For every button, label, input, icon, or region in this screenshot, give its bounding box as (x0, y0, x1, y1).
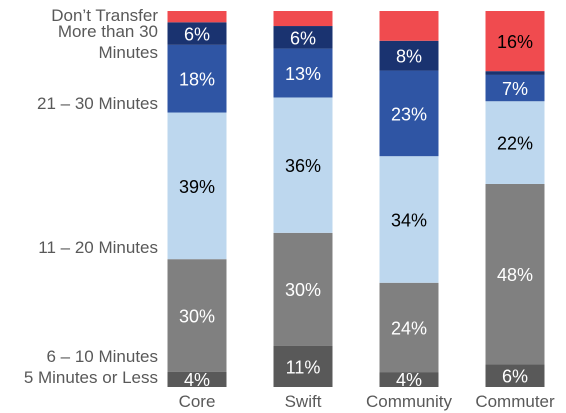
bar-segment-community-11-20-minutes (379, 156, 439, 283)
bar-segment-core-11-20-minutes (167, 112, 227, 260)
bar-segment-commuter-11-20-minutes (485, 101, 545, 184)
category-labels: Core Swift Community Commuter (179, 392, 555, 411)
bar-segment-community-5-minutes-or-less (379, 372, 439, 387)
bar-segment-commuter-5-minutes-or-less (485, 364, 545, 387)
data-label-core-5-minutes-or-less: 4% (184, 370, 210, 390)
bar-segment-core-more-than-30-minutes (167, 22, 227, 45)
bar-segment-swift-11-20-minutes (273, 97, 333, 233)
bar-segment-community-don-t-transfer (379, 11, 439, 41)
bar-segment-commuter-don-t-transfer (485, 11, 545, 72)
data-label-commuter-don-t-transfer: 16% (497, 32, 533, 52)
bar-segment-core-21-30-minutes (167, 44, 227, 113)
bar-segment-swift-21-30-minutes (273, 48, 333, 98)
bar-segment-commuter-21-30-minutes (485, 74, 545, 102)
bar-segment-swift-more-than-30-minutes (273, 26, 333, 49)
data-label-swift-5-minutes-or-less: 11% (286, 357, 321, 377)
data-label-core-6-10-minutes: 30% (179, 307, 215, 327)
bar-segment-commuter-6-10-minutes (485, 183, 545, 365)
bar-segment-community-more-than-30-minutes (379, 40, 439, 71)
legend-label-6-10-minutes: 6 – 10 Minutes (46, 347, 158, 366)
legend-label-11-20-minutes: 11 – 20 Minutes (38, 238, 158, 257)
data-label-community-6-10-minutes: 24% (391, 318, 427, 338)
data-label-core-more-than-30-minutes: 6% (184, 25, 210, 45)
data-label-swift-21-30-minutes: 13% (285, 64, 321, 84)
legend-label-don-t-transfer: Don’t Transfer (51, 6, 158, 25)
bar-segment-swift-6-10-minutes (273, 232, 333, 346)
data-label-commuter-6-10-minutes: 48% (497, 265, 533, 285)
data-label-core-21-30-minutes: 18% (179, 70, 215, 90)
data-label-swift-more-than-30-minutes: 6% (290, 28, 316, 48)
data-label-commuter-21-30-minutes: 7% (502, 79, 528, 99)
data-label-community-11-20-minutes: 34% (391, 210, 427, 230)
category-label-core: Core (179, 392, 216, 411)
bar-segment-core-6-10-minutes (167, 259, 227, 372)
bar-segment-swift-5-minutes-or-less (273, 345, 333, 387)
data-label-commuter-5-minutes-or-less: 6% (502, 367, 528, 387)
bar-segment-swift-don-t-transfer (273, 11, 333, 27)
legend-label-21-30-minutes: 21 – 30 Minutes (37, 94, 158, 113)
data-label-swift-6-10-minutes: 30% (285, 280, 321, 300)
data-label-community-21-30-minutes: 23% (391, 104, 427, 124)
bar-segment-community-21-30-minutes (379, 70, 439, 157)
legend-label-5-minutes-or-less: 5 Minutes or Less (24, 368, 158, 387)
bar-segment-commuter-more-than-30-minutes (485, 71, 545, 75)
category-label-commuter: Commuter (475, 392, 555, 411)
data-label-community-5-minutes-or-less: 4% (396, 370, 422, 390)
data-label-community-more-than-30-minutes: 8% (396, 47, 422, 67)
category-label-community: Community (366, 392, 452, 411)
bar-segment-core-don-t-transfer (167, 11, 227, 23)
data-label-core-11-20-minutes: 39% (179, 177, 215, 197)
data-label-commuter-11-20-minutes: 22% (497, 134, 533, 154)
bars-group: 4% 30% 39% 18% 6% 11% 30% 36% 13% 6% 4% 24% 34% 23% 8%… (167, 11, 545, 390)
bar-segment-community-6-10-minutes (379, 282, 439, 373)
bar-segment-core-5-minutes-or-less (167, 371, 227, 387)
legend-label-more-than-30-minutes: More than 30 Minutes (58, 22, 158, 62)
category-label-swift: Swift (285, 392, 322, 411)
data-label-swift-11-20-minutes: 36% (285, 156, 321, 176)
